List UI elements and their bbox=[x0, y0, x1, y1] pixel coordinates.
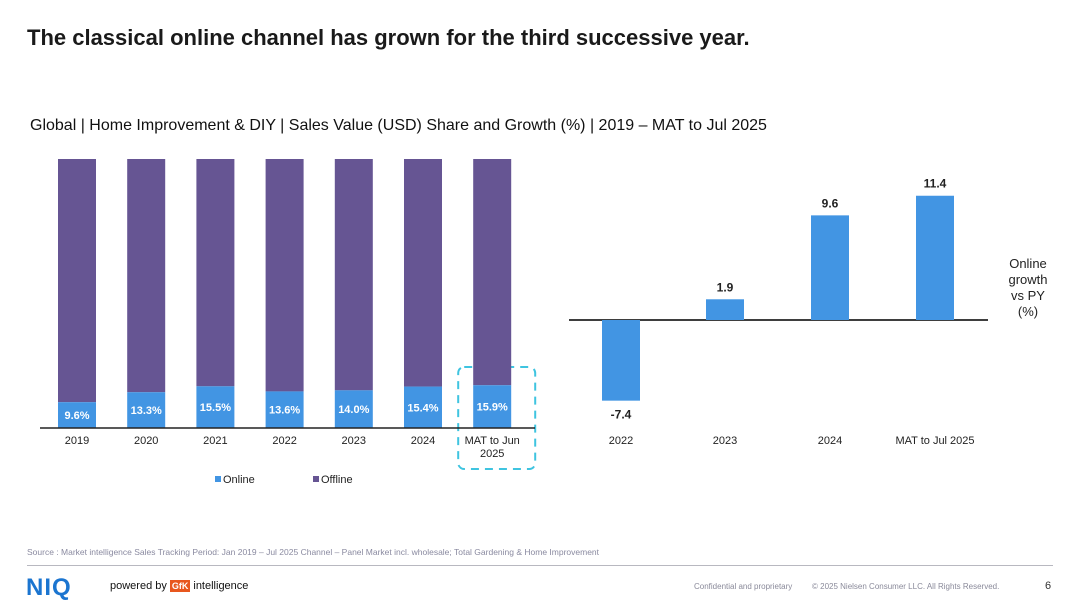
x-tick-label: 2021 bbox=[203, 435, 227, 447]
x-tick-label: 2022 bbox=[609, 435, 633, 447]
chart-subtitle: Global | Home Improvement & DIY | Sales … bbox=[30, 117, 767, 134]
y-axis-label: Online growth vs PY (%) bbox=[1008, 256, 1047, 319]
niq-logo: NIQ bbox=[26, 574, 72, 601]
x-tick-label: 2024 bbox=[818, 435, 842, 447]
gfk-logo: GfK bbox=[169, 580, 191, 592]
growth-value-label: 11.4 bbox=[924, 177, 947, 191]
online-share-label: 13.3% bbox=[131, 405, 162, 417]
slide-title: The classical online channel has grown f… bbox=[27, 25, 750, 50]
x-tick-label: 2022 bbox=[272, 435, 296, 447]
offline-bar bbox=[58, 159, 96, 403]
online-share-label: 15.5% bbox=[200, 402, 231, 414]
online-share-label: 15.4% bbox=[407, 402, 438, 414]
growth-value-label: -7.4 bbox=[611, 408, 632, 422]
online-share-label: 15.9% bbox=[477, 402, 508, 414]
online-bar bbox=[473, 385, 512, 428]
online-bar bbox=[58, 402, 96, 428]
page-number: 6 bbox=[1045, 580, 1052, 592]
x-tick-label: 2023 bbox=[342, 435, 366, 447]
intelligence-text: intelligence bbox=[193, 580, 249, 592]
legend-swatch bbox=[313, 476, 319, 482]
x-tick-label: 2024 bbox=[411, 435, 435, 447]
x-tick-label: MAT to Jul 2025 bbox=[895, 435, 974, 447]
growth-bar bbox=[811, 215, 849, 320]
offline-bar bbox=[473, 159, 512, 386]
online-share-label: 9.6% bbox=[64, 410, 89, 422]
legend-swatch bbox=[215, 476, 221, 482]
offline-bar bbox=[265, 159, 304, 392]
offline-bar bbox=[404, 159, 442, 387]
legend-label: Offline bbox=[321, 474, 353, 486]
offline-bar bbox=[196, 159, 235, 387]
online-growth-bar-chart: -7.4 2022 1.9 2023 9.6 2024 11.4 MAT to Jul 202… bbox=[569, 177, 1048, 447]
offline-bar bbox=[334, 159, 373, 391]
legend-label: Online bbox=[223, 474, 255, 486]
x-tick-label: 2020 bbox=[134, 435, 158, 447]
online-bar bbox=[404, 386, 442, 428]
offline-bar bbox=[127, 159, 166, 393]
powered-by-gfk: powered by GfK intelligence bbox=[110, 580, 248, 592]
copyright-note: © 2025 Nielsen Consumer LLC. All Rights … bbox=[812, 582, 1000, 591]
growth-bar bbox=[602, 320, 640, 401]
online-share-label: 13.6% bbox=[269, 405, 300, 417]
online-bar bbox=[196, 386, 235, 428]
share-stacked-bar-chart: 9.6% 2019 13.3% 2020 15.5% 2021 13.6% 2022 14.0%… bbox=[40, 159, 537, 486]
online-bar bbox=[127, 392, 166, 428]
growth-bar bbox=[706, 299, 744, 320]
online-bar bbox=[334, 390, 373, 428]
x-tick-label: MAT to Jun 2025 bbox=[465, 435, 520, 460]
powered-by-text: powered by bbox=[110, 580, 167, 592]
growth-bar bbox=[916, 195, 954, 320]
online-bar bbox=[265, 391, 304, 428]
footer-divider bbox=[27, 565, 1053, 566]
growth-value-label: 1.9 bbox=[717, 280, 734, 294]
x-tick-label: 2019 bbox=[65, 435, 89, 447]
confidential-note: Confidential and proprietary bbox=[694, 582, 793, 591]
source-note: Source : Market intelligence Sales Track… bbox=[27, 547, 600, 557]
growth-value-label: 9.6 bbox=[822, 196, 839, 210]
online-share-label: 14.0% bbox=[338, 404, 369, 416]
x-tick-label: 2023 bbox=[713, 435, 737, 447]
